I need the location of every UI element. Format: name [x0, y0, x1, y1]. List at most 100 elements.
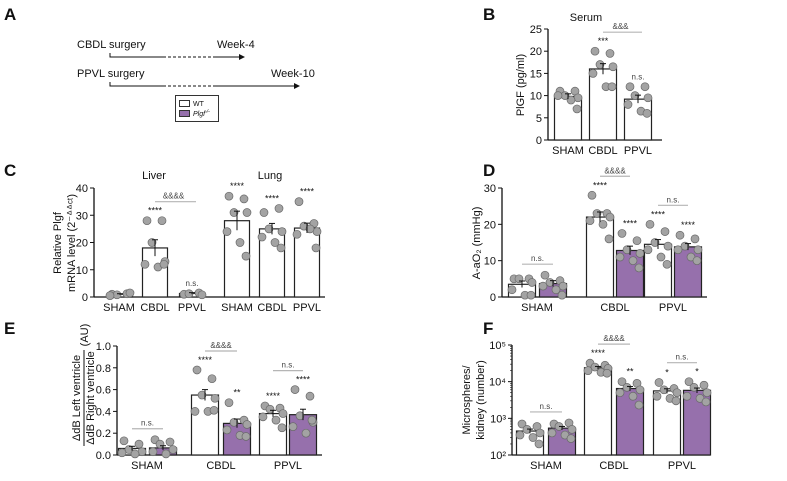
- y-axis-label: kidney (number): [475, 360, 487, 439]
- data-point: [222, 425, 232, 435]
- x-tick-label: SHAM: [552, 145, 584, 157]
- y-tick-label: 0.8: [96, 363, 111, 375]
- x-tick-label: CBDL: [600, 302, 629, 314]
- timeline-ppvl-line: [109, 82, 163, 87]
- comparison-label: n.s.: [676, 353, 689, 362]
- data-point: [642, 109, 652, 118]
- x-tick-label: PPVL: [293, 302, 321, 314]
- bar-cbdl-ko: [615, 387, 645, 456]
- data-point: [229, 208, 239, 217]
- data-point: [192, 365, 202, 375]
- data-point: [622, 382, 632, 392]
- data-point: [623, 100, 633, 109]
- y-tick-label: 30: [484, 183, 496, 195]
- y-tick-label: 25: [530, 24, 542, 36]
- timeline-cbdl-line: [109, 53, 163, 58]
- legend-swatch-ko: [179, 110, 190, 117]
- data-point: [587, 190, 597, 200]
- data-point: [690, 234, 700, 244]
- data-point: [242, 420, 252, 429]
- data-point: [689, 382, 699, 392]
- data-point: [640, 82, 650, 92]
- y-tick-label: 10: [76, 265, 88, 277]
- data-point: [241, 432, 251, 441]
- y-tick-label: 0: [82, 292, 88, 304]
- chart-panel-d: 0 10 20 30 SHAM CBDL PPVL A-aO₂ (mmHg) **** **** *…: [471, 166, 707, 314]
- significance-label: ****: [593, 180, 608, 190]
- data-point: [270, 238, 280, 247]
- x-tick-label: SHAM: [131, 460, 163, 472]
- data-point: [307, 415, 317, 425]
- data-point: [142, 216, 152, 226]
- bar-cbdl-wt: [588, 68, 618, 141]
- significance-label: ****: [623, 218, 638, 228]
- significance-label: n.s.: [632, 73, 645, 82]
- data-point: [235, 238, 245, 247]
- comparison-label: n.s.: [540, 402, 553, 411]
- data-point: [515, 430, 525, 440]
- x-tick-label: CBDL: [588, 145, 617, 157]
- y-axis-label-fraction: ΔdB Left ventricle ΔdB Right ventricle (AU…: [71, 324, 97, 446]
- data-point: [140, 259, 150, 269]
- timeline-ppvl-label: PPVL surgery: [77, 68, 145, 80]
- y-axis-label-numerator: ΔdB Left ventricle: [71, 355, 83, 441]
- y-axis-label-unit: (AU): [79, 324, 91, 347]
- data-point: [239, 194, 249, 204]
- group-title: Liver: [142, 170, 166, 182]
- bar-ppvl-wt: [643, 243, 673, 298]
- x-tick-label: PPVL: [668, 460, 696, 472]
- data-point: [540, 270, 550, 280]
- data-point: [288, 422, 298, 432]
- significance-label: **: [233, 388, 241, 398]
- bar-lung-ppvl-wt: [293, 227, 321, 298]
- data-point: [125, 288, 135, 298]
- data-point: [538, 281, 548, 291]
- data-point: [628, 391, 638, 401]
- y-tick-label: 0.4: [96, 406, 111, 418]
- y-axis-label: Microspheres/: [461, 365, 473, 435]
- y-axis-label: mRNA level (2⁻ᐞᐞᶜᵗ): [66, 194, 78, 292]
- x-tick-label: CBDL: [206, 460, 235, 472]
- data-point: [656, 252, 666, 262]
- data-point: [134, 439, 144, 449]
- data-point: [617, 377, 627, 387]
- data-point: [305, 224, 315, 234]
- chart-panel-f: 10² 10³ 10⁴ 10⁵ SHAM CBDL PPVL Microspheres/kid…: [461, 334, 712, 472]
- data-point: [207, 374, 217, 384]
- data-point: [566, 434, 576, 443]
- data-point: [271, 415, 281, 425]
- y-tick-label: 10: [484, 256, 496, 268]
- data-point: [662, 259, 672, 269]
- timeline-cbdl-label: CBDL surgery: [77, 39, 146, 51]
- data-point: [157, 216, 167, 226]
- data-point: [608, 62, 618, 72]
- data-point: [634, 400, 644, 410]
- data-point: [673, 245, 683, 255]
- data-point: [224, 191, 234, 201]
- timeline-diagram: CBDL surgery Week-4 PPVL surgery Week-10…: [77, 39, 315, 122]
- data-point: [190, 407, 200, 416]
- data-point: [147, 238, 157, 247]
- y-tick-label: 10: [530, 91, 542, 103]
- x-tick-label: PPVL: [659, 302, 687, 314]
- data-point: [311, 243, 321, 253]
- data-point: [660, 227, 670, 236]
- data-point: [632, 236, 642, 246]
- panel-label-a: A: [4, 5, 16, 24]
- data-point: [534, 439, 544, 449]
- x-tick-label: PPVL: [178, 302, 206, 314]
- chart-panel-c: 0 10 20 30 40 SHAM CBDL PPVL SHAM CBDL PPVL Liver Lu…: [52, 170, 325, 314]
- legend-label-ko: Plgf-/-: [193, 109, 210, 118]
- data-point: [617, 229, 627, 238]
- data-point: [572, 104, 582, 114]
- data-point: [528, 433, 538, 442]
- data-point: [643, 93, 653, 103]
- chart-panel-b: 0 5 10 15 20 25 SHAM CBDL PPVL Serum PlGF (pg/ml) *…: [515, 12, 662, 157]
- data-point: [277, 227, 287, 236]
- y-tick-label: 10⁵: [489, 340, 506, 352]
- x-tick-label: CBDL: [257, 302, 286, 314]
- chart-title: Serum: [570, 12, 602, 24]
- data-point: [643, 245, 653, 255]
- data-point: [615, 388, 625, 398]
